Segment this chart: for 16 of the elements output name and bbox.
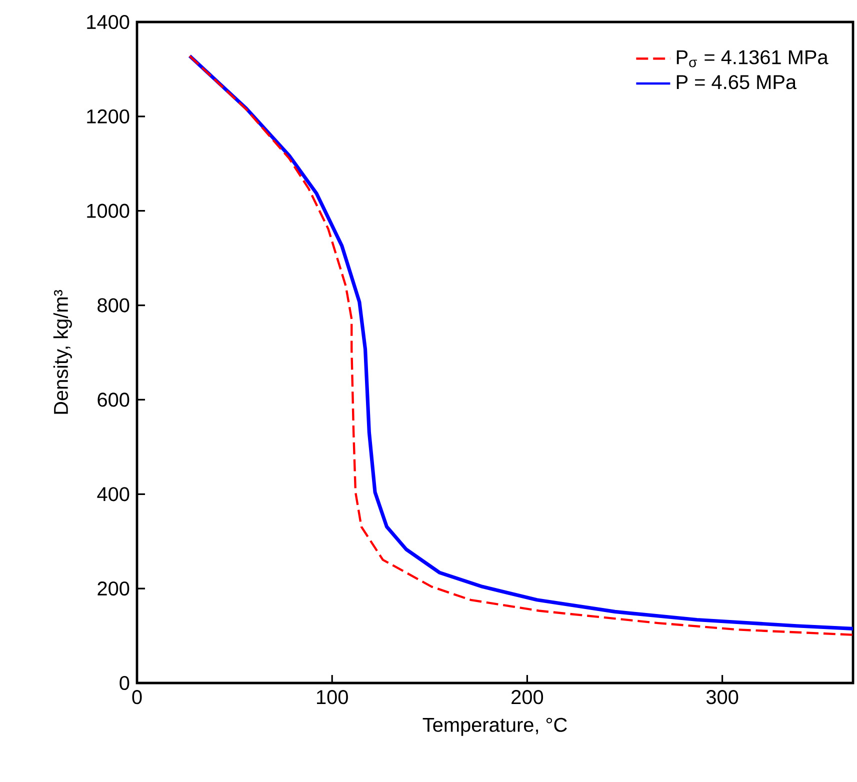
x-tick-label: 300 — [706, 690, 738, 704]
y-tick-label: 800 — [98, 298, 130, 312]
x-tick-label: 100 — [317, 690, 348, 704]
y-tick-label: 0 — [120, 676, 130, 690]
y-tick-label: 400 — [97, 487, 130, 502]
legend-label: P$_{σ}$ = 4.1361 MPa — [676, 50, 828, 68]
x-axis-title: Temperature, °C — [422, 718, 567, 736]
legend-label: P = 4.65 MPa — [676, 75, 797, 90]
x-tick-label: 200 — [512, 690, 544, 704]
y-tick-label: 1400 — [87, 14, 130, 30]
y-tick-label: 200 — [98, 582, 130, 596]
y-tick-label: 600 — [98, 392, 130, 407]
y-axis-title: Density, kg/m³ — [53, 290, 72, 414]
y-tick-label: 1200 — [87, 109, 130, 124]
y-tick-label: 1000 — [87, 204, 130, 218]
x-tick-label: 0 — [132, 690, 142, 704]
